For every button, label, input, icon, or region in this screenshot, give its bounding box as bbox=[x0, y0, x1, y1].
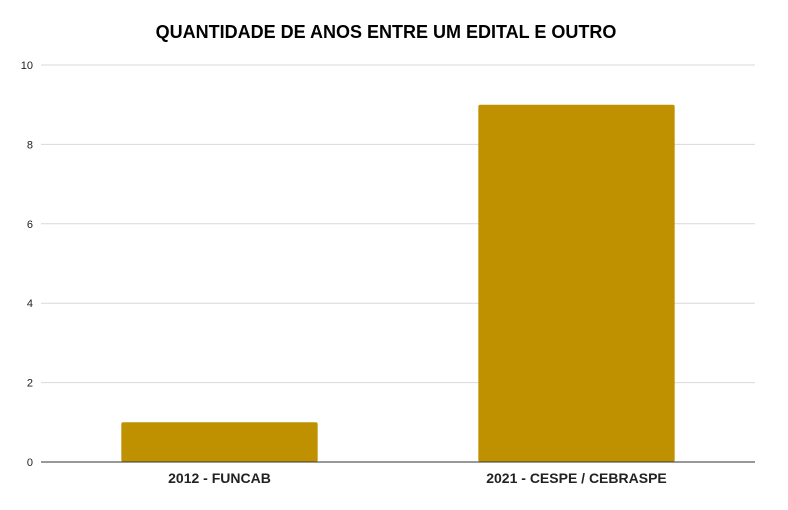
x-tick-label: 2012 - FUNCAB bbox=[168, 470, 271, 486]
x-axis-tick-labels: 2012 - FUNCAB 2021 - CESPE / CEBRASPE bbox=[168, 470, 667, 486]
bar bbox=[478, 104, 675, 462]
y-axis-tick-labels: 0 2 4 6 8 10 bbox=[21, 60, 33, 469]
y-tick-label: 10 bbox=[21, 60, 33, 72]
y-tick-label: 2 bbox=[27, 378, 33, 390]
y-tick-label: 0 bbox=[27, 457, 33, 469]
y-tick-label: 8 bbox=[27, 139, 33, 151]
x-tick-label: 2021 - CESPE / CEBRASPE bbox=[486, 470, 667, 486]
bars bbox=[121, 104, 675, 462]
y-tick-label: 6 bbox=[27, 219, 33, 231]
chart-title: QUANTIDADE DE ANOS ENTRE UM EDITAL E OUT… bbox=[156, 22, 617, 42]
y-tick-label: 4 bbox=[27, 298, 33, 310]
bar bbox=[121, 422, 318, 462]
